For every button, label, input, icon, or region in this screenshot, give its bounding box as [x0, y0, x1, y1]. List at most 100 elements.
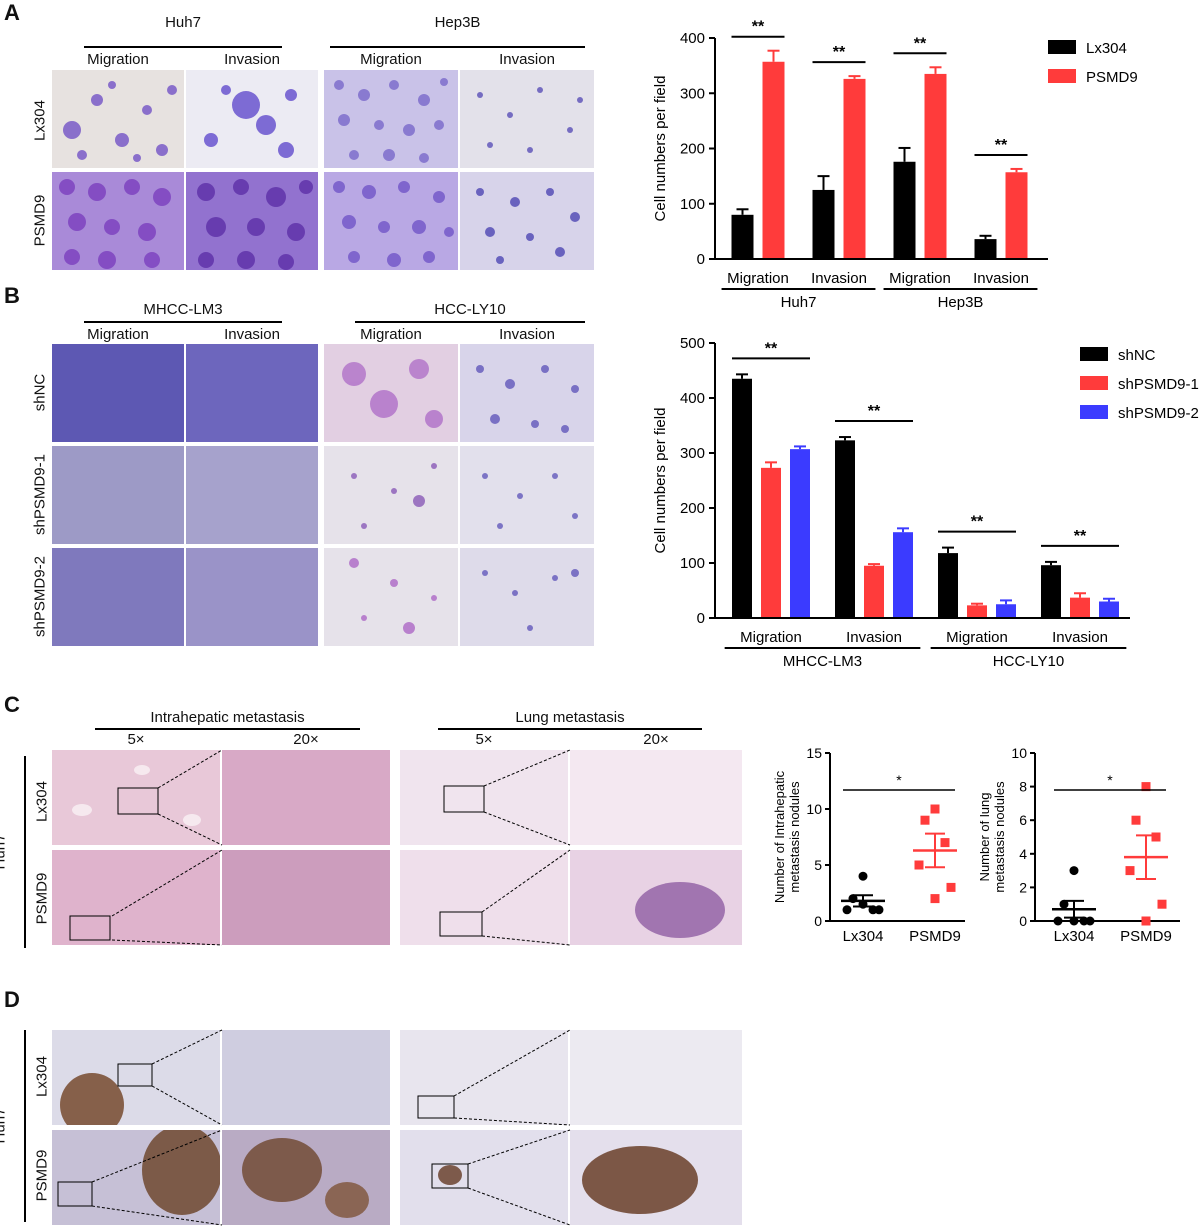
ihc-image [400, 1030, 568, 1125]
magnification-label: 20× [643, 731, 669, 748]
crystal-violet-dense-image [59, 179, 171, 269]
y-tick-label: 4 [1019, 846, 1027, 862]
data-point [858, 871, 868, 881]
col-header-invasion: Invasion [224, 51, 280, 68]
side-bracket [24, 1030, 26, 1222]
data-point [914, 860, 924, 870]
data-point [1131, 815, 1141, 825]
bar [893, 161, 916, 259]
y-tick-label: 10 [806, 801, 822, 817]
data-point [1053, 916, 1063, 926]
data-point [1069, 916, 1079, 926]
y-axis-label: Cell numbers per field [652, 408, 669, 554]
ihc-lowmag-image [60, 1063, 153, 1125]
bar [974, 239, 997, 259]
data-point [1157, 899, 1167, 909]
micrograph [52, 548, 184, 646]
crystal-violet-cluster-image [342, 359, 443, 428]
data-point [1125, 866, 1135, 876]
crystal-violet-sparse-image [476, 188, 580, 264]
tissue-lowmag-image [72, 765, 201, 826]
significance-mark: ** [752, 19, 765, 36]
bar [812, 189, 835, 259]
y-tick-label: 15 [806, 745, 822, 761]
tissue-lowmag-image [69, 915, 111, 941]
y-tick-label: 6 [1019, 812, 1027, 828]
crystal-violet-sparse-image [349, 558, 437, 634]
crystal-violet-sparse-image [482, 569, 579, 631]
legend-label: shPSMD9-2 [1118, 405, 1199, 422]
data-point [920, 815, 930, 825]
ihc-image [400, 1130, 568, 1225]
significance-mark: * [896, 772, 902, 788]
ihc-lung-zoom-image [582, 1146, 698, 1214]
micrograph [324, 344, 458, 442]
micrograph [52, 344, 184, 442]
micrograph [460, 172, 594, 270]
ihc-image [222, 1130, 390, 1225]
legend-swatch [1080, 376, 1108, 390]
lung-lowmag-image [443, 785, 485, 813]
bar [924, 73, 947, 259]
y-tick-label: 500 [680, 335, 705, 352]
micrograph [186, 548, 318, 646]
y-axis-label: Number of Intrahepaticmetastasis nodules [772, 770, 802, 903]
bar [1070, 597, 1090, 618]
significance-mark: ** [995, 137, 1008, 154]
micrograph [460, 70, 594, 168]
micrograph [52, 446, 184, 544]
bar [835, 440, 855, 618]
group-underline-huh7 [84, 46, 282, 48]
y-tick-label: 5 [814, 857, 822, 873]
y-tick-label: 300 [680, 85, 705, 102]
significance-mark: ** [833, 44, 846, 61]
y-tick-label: 100 [680, 555, 705, 572]
group-underline-lung [438, 728, 702, 730]
col-header-migration: Migration [360, 326, 422, 343]
he-image [400, 750, 568, 845]
y-axis-label: Cell numbers per field [652, 76, 669, 222]
magnification-label: 5× [475, 731, 493, 748]
micrograph [324, 446, 458, 544]
data-point [842, 905, 852, 915]
x-tick-label: Migration [727, 270, 789, 287]
magnification-label: 20× [293, 731, 319, 748]
col-header-migration: Migration [87, 51, 149, 68]
bar [938, 553, 958, 618]
significance-mark: * [1107, 772, 1113, 788]
legend-swatch [1048, 69, 1076, 83]
x-tick-label: Lx304 [843, 928, 884, 945]
micrograph [324, 172, 458, 270]
micrograph [186, 70, 318, 168]
group-header-lung: Lung metastasis [515, 709, 625, 726]
micrograph [186, 172, 318, 270]
lung-metastasis-zoom-image [635, 882, 725, 938]
y-tick-label: 0 [814, 913, 822, 929]
legend-swatch [1048, 40, 1076, 54]
legend-label: shNC [1118, 347, 1156, 364]
micrograph [460, 446, 594, 544]
ihc-lung-lowmag-image [431, 1163, 469, 1189]
group-header-intrahepatic: Intrahepatic metastasis [150, 709, 305, 726]
y-tick-label: 400 [680, 390, 705, 407]
x-tick-label: PSMD9 [909, 928, 961, 945]
data-point [1141, 916, 1151, 926]
x-tick-label: Lx304 [1054, 928, 1095, 945]
group-label: Hep3B [938, 294, 984, 311]
bar [864, 565, 884, 618]
group-label: Huh7 [781, 294, 817, 311]
x-tick-label: PSMD9 [1120, 928, 1172, 945]
data-point [1141, 782, 1151, 792]
group-label: HCC-LY10 [993, 653, 1064, 670]
crystal-violet-dense-image [334, 78, 448, 163]
panel-letter-c: C [4, 692, 20, 717]
y-tick-label: 8 [1019, 779, 1027, 795]
bar [790, 449, 810, 618]
y-tick-label: 200 [680, 141, 705, 158]
data-point [930, 894, 940, 904]
col-header-invasion: Invasion [499, 326, 555, 343]
group-underline-hcc-ly10 [355, 321, 585, 323]
crystal-violet-sparse-image [351, 463, 437, 529]
y-tick-label: 300 [680, 445, 705, 462]
he-image [400, 850, 568, 945]
